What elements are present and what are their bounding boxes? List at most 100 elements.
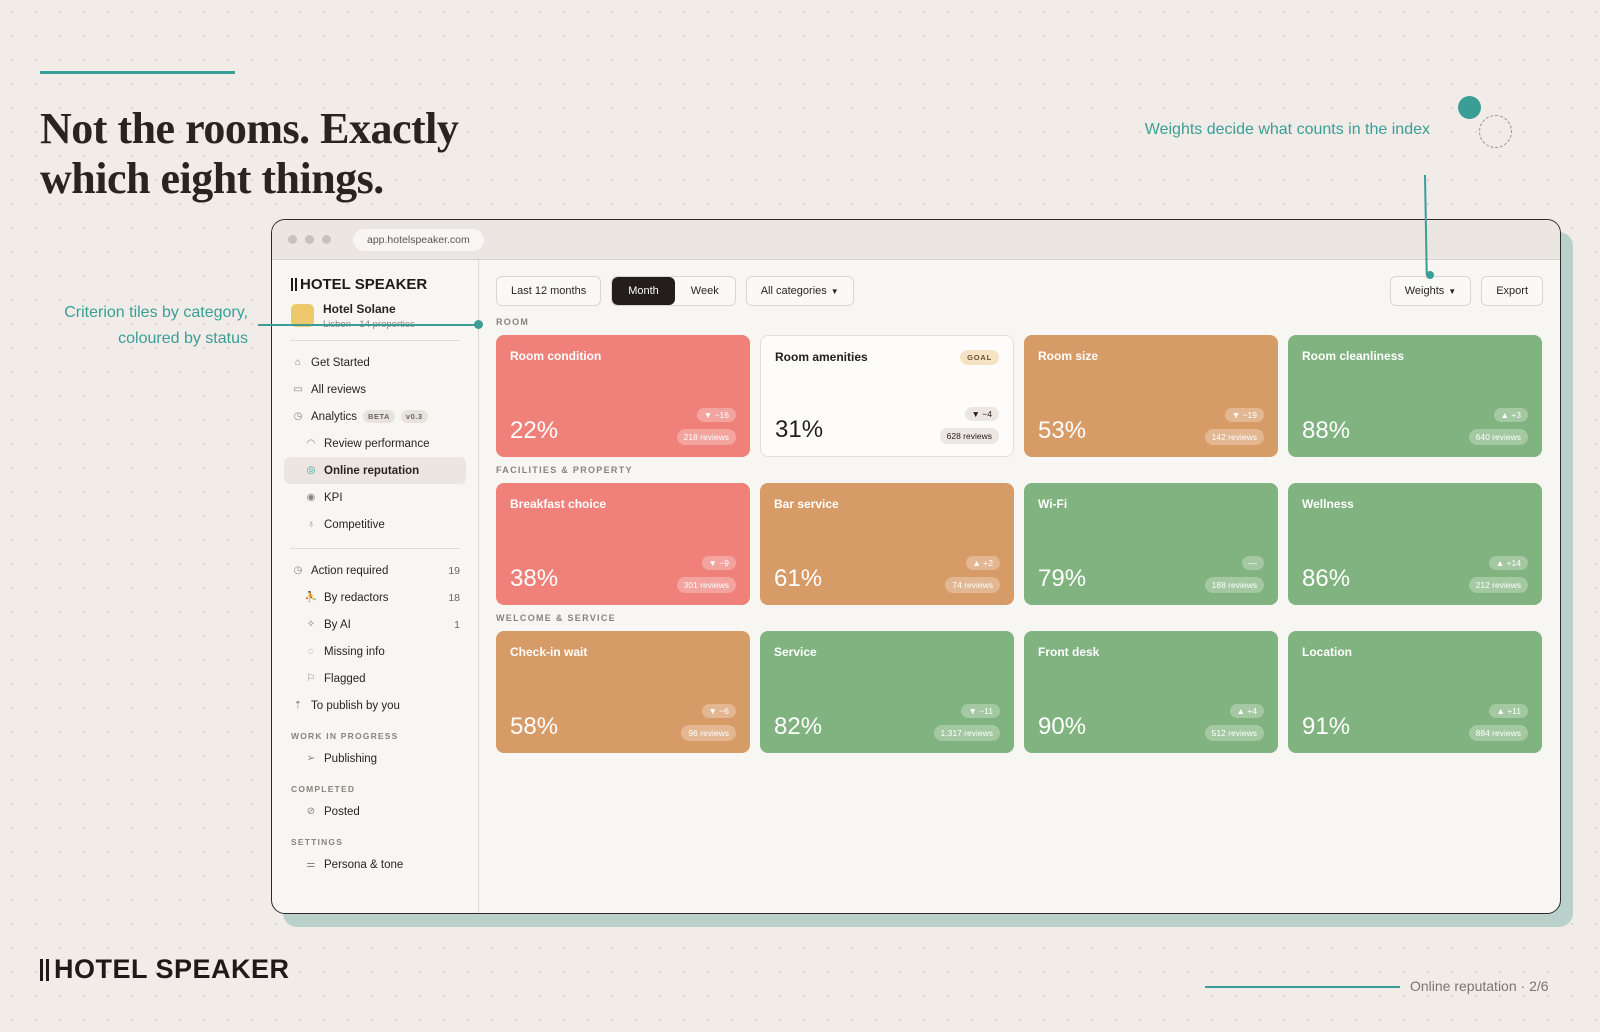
criterion-tile[interactable]: Room amenities 31% ▼ −4 628 reviews GOAL xyxy=(760,335,1014,457)
nav-label: Review performance xyxy=(324,437,430,450)
tile-delta: ▲ +11 xyxy=(1489,704,1528,718)
footer-logo-text: HOTEL SPEAKER xyxy=(54,954,290,984)
tile-delta: ▼ −9 xyxy=(701,556,736,570)
tile-name: Room cleanliness xyxy=(1302,349,1405,363)
flag-icon: ⚐ xyxy=(306,673,316,684)
criterion-tile[interactable]: Location 91% ▲ +11 884 reviews xyxy=(1288,631,1542,753)
tile-delta: ▲ +14 xyxy=(1488,556,1528,570)
send-icon: ➢ xyxy=(306,753,316,764)
weights-dropdown[interactable]: Weights ▼ xyxy=(1389,276,1472,306)
page-indicator: Online reputation · 2/6 xyxy=(1410,978,1549,994)
info-icon: ◌ xyxy=(308,646,314,657)
tile-name: Service xyxy=(774,645,817,659)
tile-name: Room condition xyxy=(510,349,602,363)
nav-all-reviews[interactable]: ▭ All reviews xyxy=(284,376,466,403)
home-icon: ⌂ xyxy=(294,357,302,368)
tile-name: Breakfast choice xyxy=(510,497,607,511)
tile-value: 61% xyxy=(774,565,823,592)
traffic-light-maximize[interactable] xyxy=(322,235,331,244)
top-accent-rule xyxy=(40,71,235,74)
decorative-ring xyxy=(1479,115,1512,148)
criterion-tile[interactable]: Check-in wait 58% ▼ −6 96 reviews xyxy=(496,631,750,753)
tile-delta: ▼ −4 xyxy=(964,407,999,421)
nav-posted[interactable]: ⊘ Posted xyxy=(284,798,466,825)
footer-logo: HOTEL SPEAKER xyxy=(40,954,290,985)
nav-action-required[interactable]: ◷ Action required 19 xyxy=(284,557,466,584)
nav-label: Competitive xyxy=(324,518,385,531)
tile-delta: ▼ −11 xyxy=(961,704,1000,718)
criterion-tile[interactable]: Wellness 86% ▲ +14 212 reviews xyxy=(1288,483,1542,605)
period-month[interactable]: Month xyxy=(612,277,675,305)
tile-name: Room amenities xyxy=(775,350,868,364)
tile-value: 88% xyxy=(1302,417,1351,444)
nav-kpi[interactable]: ◉ KPI xyxy=(284,484,466,511)
nav-online-reputation[interactable]: ◎ Online reputation xyxy=(284,457,466,484)
nav-label: By redactors xyxy=(324,591,389,604)
nav-publishing[interactable]: ➢ Publishing xyxy=(284,745,466,772)
criterion-tile[interactable]: Room size 53% ▼ −19 142 reviews xyxy=(1024,335,1278,457)
period-week[interactable]: Week xyxy=(690,285,719,297)
logo-bars-icon xyxy=(40,958,49,981)
tile-name: Bar service xyxy=(774,497,839,511)
tile-value: 91% xyxy=(1302,713,1351,740)
nav-analytics[interactable]: ◷ Analytics BETA v0.3 xyxy=(284,403,466,430)
tiles-callout: Criterion tiles by category, coloured by… xyxy=(64,304,248,347)
criterion-tile[interactable]: Breakfast choice 38% ▼ −9 301 reviews xyxy=(496,483,750,605)
trophy-icon: ♁ xyxy=(307,519,315,530)
logo-bars-icon xyxy=(291,278,297,291)
tile-reviews: 1,317 reviews xyxy=(933,725,1000,741)
criterion-tile[interactable]: Room cleanliness 88% ▲ +3 640 reviews xyxy=(1288,335,1542,457)
nav-label: Posted xyxy=(324,805,360,818)
tile-reviews: 884 reviews xyxy=(1468,725,1528,741)
person-icon: ⛹ xyxy=(304,592,318,603)
tile-value: 58% xyxy=(510,713,559,740)
nav-persona-tone[interactable]: ⚌ Persona & tone xyxy=(284,851,466,878)
sparkle-icon: ✧ xyxy=(306,619,316,630)
export-button[interactable]: Export xyxy=(1481,276,1543,306)
clock-icon: ◷ xyxy=(293,565,303,576)
hotel-switcher[interactable]: Hotel Solane Lisbon · 14 properties xyxy=(291,302,466,330)
range-button[interactable]: Last 12 months xyxy=(496,276,602,306)
criterion-tile[interactable]: Service 82% ▼ −11 1,317 reviews xyxy=(760,631,1014,753)
traffic-light-close[interactable] xyxy=(288,235,297,244)
caret-down-icon: ▼ xyxy=(830,286,839,296)
tile-value: 22% xyxy=(510,417,559,444)
tile-reviews: 512 reviews xyxy=(1204,725,1264,741)
nav-label: KPI xyxy=(324,491,343,504)
criteria-sections: ROOM Room condition 22% ▼ −16 218 reviews Roo… xyxy=(496,314,1543,753)
tile-grid: Breakfast choice 38% ▼ −9 301 reviews Bar se… xyxy=(496,483,1543,605)
app-logo[interactable]: HOTEL SPEAKER xyxy=(291,276,466,293)
nav-to-publish[interactable]: ⇡ To publish by you xyxy=(284,692,466,719)
traffic-light-minimize[interactable] xyxy=(305,235,314,244)
period-toggle: Month Week xyxy=(611,276,736,306)
url-bar[interactable]: app.hotelspeaker.com xyxy=(353,228,484,251)
divider xyxy=(290,548,460,549)
nav-review-performance[interactable]: ◠ Review performance xyxy=(284,430,466,457)
hotel-avatar xyxy=(291,304,314,327)
nav-label: Online reputation xyxy=(324,464,420,477)
beta-badge: BETA xyxy=(363,410,395,423)
nav-get-started[interactable]: ⌂ Get Started xyxy=(284,349,466,376)
tile-reviews: 640 reviews xyxy=(1468,429,1528,445)
weights-callout: Weights decide what counts in the index xyxy=(1144,121,1430,138)
group-work-in-progress: WORK IN PROGRESS xyxy=(291,731,399,741)
criterion-tile[interactable]: Wi-Fi 79% — 188 reviews xyxy=(1024,483,1278,605)
group-settings: SETTINGS xyxy=(291,837,344,847)
nav-label: By AI xyxy=(324,618,351,631)
action-required-count: 19 xyxy=(448,564,460,577)
nav-flagged[interactable]: ⚐ Flagged xyxy=(284,665,466,692)
tile-name: Room size xyxy=(1038,349,1099,363)
categories-dropdown[interactable]: All categories ▼ xyxy=(745,276,854,306)
nav-missing-info[interactable]: ◌ Missing info xyxy=(284,638,466,665)
criterion-tile[interactable]: Front desk 90% ▲ +4 512 reviews xyxy=(1024,631,1278,753)
nav-competitive[interactable]: ♁ Competitive xyxy=(284,511,466,538)
criterion-tile[interactable]: Room condition 22% ▼ −16 218 reviews xyxy=(496,335,750,457)
inbox-icon: ▭ xyxy=(293,384,303,395)
nav-by-ai[interactable]: ✧ By AI 1 xyxy=(284,611,466,638)
criterion-tile[interactable]: Bar service 61% ▲ +2 74 reviews xyxy=(760,483,1014,605)
tile-name: Check-in wait xyxy=(510,645,588,659)
tile-value: 53% xyxy=(1038,417,1087,444)
upload-icon: ⇡ xyxy=(293,700,303,711)
group-completed: COMPLETED xyxy=(291,784,356,794)
nav-by-redactors[interactable]: ⛹ By redactors 18 xyxy=(284,584,466,611)
